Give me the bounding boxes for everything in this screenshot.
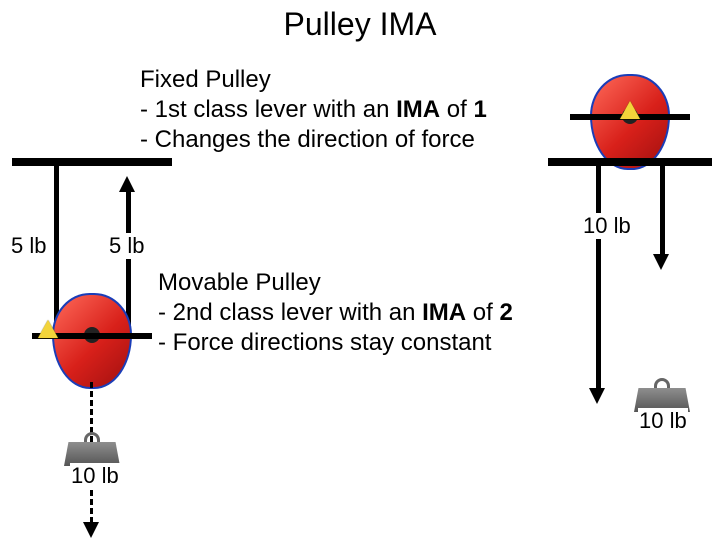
- right-rope-left: [596, 160, 601, 394]
- fixed-heading: Fixed Pulley: [140, 65, 570, 95]
- label-5lb-right: 5 lb: [108, 233, 145, 259]
- fixed-pulley-icon: [590, 74, 670, 170]
- movable-pulley-icon: [52, 293, 132, 389]
- fixed-line2: - Changes the direction of force: [140, 125, 570, 155]
- left-weight-icon: [64, 432, 120, 466]
- fulcrum-triangle-icon: [620, 101, 640, 119]
- movable-line2: - Force directions stay constant: [158, 328, 628, 358]
- label-5lb-left: 5 lb: [10, 233, 47, 259]
- down-arrow-icon: [83, 522, 99, 538]
- fulcrum-triangle-icon: [38, 320, 58, 338]
- movable-line1: - 2nd class lever with an IMA of 2: [158, 298, 628, 328]
- right-weight-icon: [634, 378, 690, 412]
- left-support-bar: [12, 158, 172, 166]
- up-arrow-icon: [119, 176, 135, 192]
- right-support-bar: [548, 158, 712, 166]
- label-10lb-right-top: 10 lb: [582, 213, 632, 239]
- movable-pulley-text: Movable Pulley - 2nd class lever with an…: [158, 268, 628, 358]
- label-10lb-left-hang: 10 lb: [70, 463, 120, 489]
- down-arrow-icon: [653, 254, 669, 270]
- down-arrow-icon: [589, 388, 605, 404]
- movable-heading: Movable Pulley: [158, 268, 628, 298]
- label-10lb-right-bottom: 10 lb: [638, 408, 688, 434]
- fixed-line1: - 1st class lever with an IMA of 1: [140, 95, 570, 125]
- right-rope-right: [660, 160, 665, 260]
- page-title: Pulley IMA: [0, 6, 720, 43]
- fixed-pulley-text: Fixed Pulley - 1st class lever with an I…: [140, 65, 570, 155]
